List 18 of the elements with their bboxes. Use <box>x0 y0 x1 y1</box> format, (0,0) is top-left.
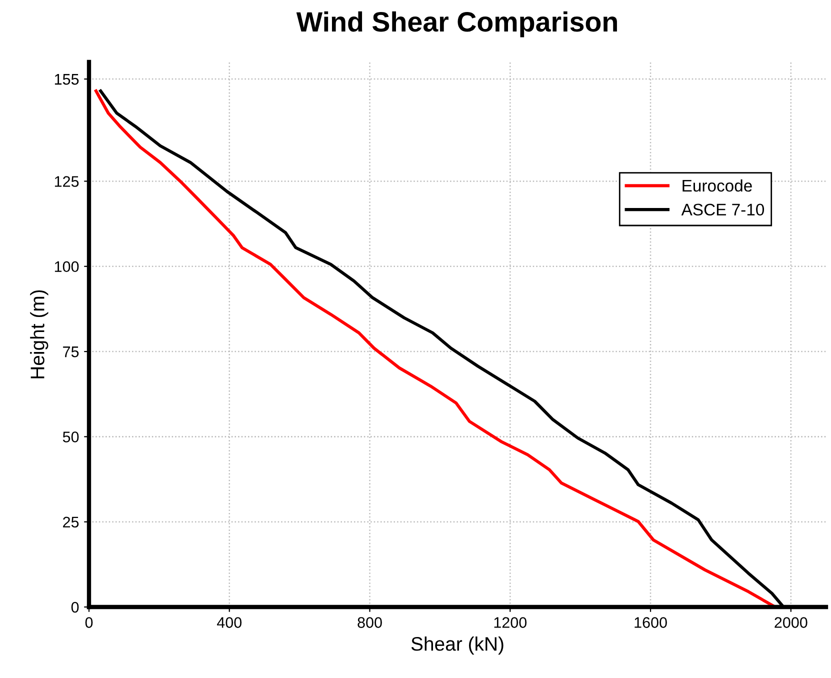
x-tick-label: 0 <box>85 617 93 628</box>
legend-label: Eurocode <box>682 179 752 192</box>
x-tick-label: 2000 <box>774 617 808 628</box>
y-tick-label: 25 <box>63 516 79 528</box>
x-tick-label: 800 <box>358 617 382 628</box>
y-axis-title: Height (m) <box>30 290 48 378</box>
y-tick-label: 75 <box>63 346 79 358</box>
y-tick-label: 0 <box>71 602 79 613</box>
y-tick-label: 125 <box>54 176 79 187</box>
x-axis-title: Shear (kN) <box>411 636 504 655</box>
x-tick-label: 400 <box>216 617 242 628</box>
y-tick-label: 50 <box>62 432 79 442</box>
legend-label: ASCE 7-10 <box>681 204 764 216</box>
y-tick-label: 100 <box>54 261 79 272</box>
x-tick-label: 1200 <box>494 617 527 628</box>
x-tick-label: 1600 <box>634 617 667 628</box>
chart-title: Wind Shear Comparison <box>296 11 617 38</box>
y-tick-label: 155 <box>54 74 79 85</box>
